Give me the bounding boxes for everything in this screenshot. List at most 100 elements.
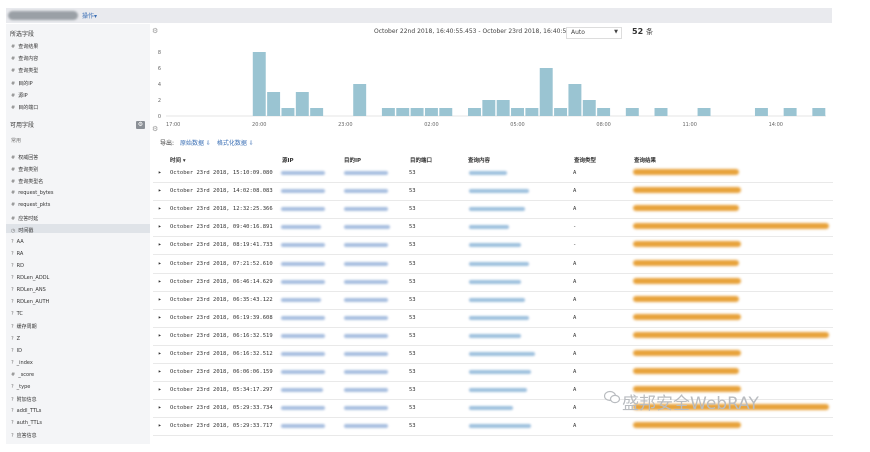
histogram-bar[interactable] <box>812 108 826 116</box>
table-row[interactable]: ▸ October 23rd 2018, 06:16:32.519 53 A <box>153 327 833 346</box>
expand-toggle-icon[interactable]: ▸ <box>158 404 162 412</box>
histogram-bar[interactable] <box>353 84 367 116</box>
field-item[interactable]: # 查询类型名 <box>11 178 43 185</box>
histogram-bar[interactable] <box>381 108 395 116</box>
field-item[interactable]: # 查询类别 <box>11 166 38 173</box>
histogram-bar[interactable] <box>754 108 768 116</box>
expand-toggle-icon[interactable]: ▸ <box>158 422 162 430</box>
field-item[interactable]: ? RDLen_ADDL <box>11 275 49 281</box>
expand-toggle-icon[interactable]: ▸ <box>158 295 162 303</box>
column-header[interactable]: 源IP <box>282 158 294 164</box>
histogram-bar[interactable] <box>310 108 324 116</box>
table-row[interactable]: ▸ October 23rd 2018, 12:32:25.366 53 A <box>153 200 833 220</box>
histogram-chart[interactable]: 0 2 4 6 8 17:00 20:00 23:00 02:00 05:00 08:00 11:00… <box>152 40 832 130</box>
chart-settings-icon[interactable]: ⚙ <box>152 27 159 35</box>
expand-toggle-icon[interactable]: ▸ <box>158 386 162 394</box>
histogram-bar[interactable] <box>267 92 281 116</box>
export-formatted-link[interactable]: 格式化数据 ⇩ <box>216 140 254 147</box>
histogram-bar[interactable] <box>554 108 568 116</box>
field-item[interactable]: ? Z <box>11 336 20 342</box>
field-item[interactable]: # 查询内容 <box>11 55 38 62</box>
histogram-bar[interactable] <box>568 84 582 116</box>
expand-toggle-icon[interactable]: ▸ <box>158 331 162 339</box>
field-item[interactable]: ? _type <box>11 384 30 390</box>
expand-toggle-icon[interactable]: ▸ <box>158 350 162 357</box>
table-row[interactable]: ▸ October 23rd 2018, 06:06:06.159 53 A <box>153 363 833 383</box>
expand-toggle-icon[interactable]: ▸ <box>158 187 162 195</box>
actions-menu[interactable]: 操作▾ <box>82 13 98 20</box>
table-row[interactable]: ▸ October 23rd 2018, 09:40:16.891 53 - <box>153 218 833 238</box>
field-item[interactable]: ? TC <box>11 311 23 317</box>
expand-toggle-icon[interactable]: ▸ <box>158 277 162 285</box>
table-row[interactable]: ▸ October 23rd 2018, 14:02:08.083 53 A <box>153 182 833 202</box>
expand-toggle-icon[interactable]: ▸ <box>158 368 162 376</box>
histogram-bar[interactable] <box>281 108 295 116</box>
histogram-bar[interactable] <box>295 92 309 116</box>
column-header[interactable]: 查询内容 <box>468 158 491 164</box>
expand-toggle-icon[interactable]: ▸ <box>158 241 162 249</box>
field-item[interactable]: ? 应答信息 <box>11 432 37 439</box>
field-item[interactable]: # 目的IP <box>11 80 33 87</box>
table-row[interactable]: ▸ October 23rd 2018, 06:19:39.608 53 A <box>153 309 833 328</box>
saved-search-name[interactable] <box>8 11 78 20</box>
table-row[interactable]: ▸ October 23rd 2018, 06:35:43.122 53 A <box>153 291 833 310</box>
table-row[interactable]: ▸ October 23rd 2018, 06:16:32.512 53 A <box>153 345 833 364</box>
field-item[interactable]: ◷ 时间戳 <box>11 227 33 234</box>
field-item[interactable]: ? AA <box>11 239 24 245</box>
field-item[interactable]: ? 缓存周期 <box>11 323 37 330</box>
field-item[interactable]: ? RDLen_ANS <box>11 287 46 293</box>
histogram-bar[interactable] <box>697 108 711 116</box>
histogram-bar[interactable] <box>496 100 510 116</box>
expand-toggle-icon[interactable]: ▸ <box>158 169 162 176</box>
field-item[interactable]: ? addl_TTLs <box>11 408 41 414</box>
field-settings-button[interactable]: ⚙ <box>136 121 145 129</box>
field-item[interactable]: ? _index <box>11 360 33 366</box>
histogram-bar[interactable] <box>252 52 266 116</box>
field-item[interactable]: # 查询类型 <box>11 67 38 74</box>
histogram-bar[interactable] <box>468 108 481 116</box>
histogram-bar[interactable] <box>625 108 639 116</box>
histogram-bar[interactable] <box>439 108 453 116</box>
histogram-bar[interactable] <box>783 108 797 116</box>
table-row[interactable]: ▸ October 23rd 2018, 05:34:17.297 53 A <box>153 381 833 401</box>
chart-options-icon[interactable]: ⚙ <box>152 125 159 133</box>
field-item[interactable]: # 目的端口 <box>11 104 38 111</box>
table-row[interactable]: ▸ October 23rd 2018, 15:10:09.080 53 A <box>153 164 833 183</box>
expand-toggle-icon[interactable]: ▸ <box>158 223 162 231</box>
export-raw-link[interactable]: 原始数据 ⇩ <box>179 140 211 147</box>
date-range[interactable]: October 22nd 2018, 16:40:55.453 - Octobe… <box>374 28 592 35</box>
field-item[interactable]: # _score <box>11 372 34 378</box>
expand-toggle-icon[interactable]: ▸ <box>158 259 162 267</box>
histogram-bar[interactable] <box>424 108 438 116</box>
field-item[interactable]: # 源IP <box>11 92 28 99</box>
field-item[interactable]: ? ID <box>11 348 22 354</box>
field-item[interactable]: ? auth_TTLs <box>11 420 42 426</box>
interval-select[interactable]: Auto ▼ <box>566 27 622 39</box>
column-header[interactable]: 时间 ▾ <box>170 158 186 164</box>
field-item[interactable]: ? RA <box>11 251 23 257</box>
field-item[interactable]: # 查询结果 <box>11 43 38 50</box>
field-item[interactable]: # 应答时延 <box>11 215 38 222</box>
histogram-bar[interactable] <box>525 108 539 116</box>
field-item[interactable]: ? RDLen_AUTH <box>11 299 49 305</box>
column-header[interactable]: 目的端口 <box>410 158 433 164</box>
table-row[interactable]: ▸ October 23rd 2018, 05:29:33.734 53 A <box>153 399 833 419</box>
field-item[interactable]: # request_pkts <box>11 202 50 208</box>
histogram-bar[interactable] <box>396 108 410 116</box>
expand-toggle-icon[interactable]: ▸ <box>158 313 162 321</box>
field-item[interactable]: # request_bytes <box>11 190 53 196</box>
field-item[interactable]: ? RD <box>11 263 24 269</box>
table-row[interactable]: ▸ October 23rd 2018, 06:46:14.629 53 A <box>153 273 833 292</box>
histogram-bar[interactable] <box>511 108 524 116</box>
table-row[interactable]: ▸ October 23rd 2018, 05:29:33.717 53 A <box>153 417 833 437</box>
histogram-bar[interactable] <box>597 108 611 116</box>
table-row[interactable]: ▸ October 23rd 2018, 08:19:41.733 53 - <box>153 236 833 256</box>
histogram-bar[interactable] <box>582 100 596 116</box>
histogram-bar[interactable] <box>410 108 424 116</box>
table-row[interactable]: ▸ October 23rd 2018, 07:21:52.610 53 A <box>153 255 833 274</box>
field-item[interactable]: # 权威回答 <box>11 154 38 161</box>
column-header[interactable]: 目的IP <box>344 158 362 164</box>
expand-toggle-icon[interactable]: ▸ <box>158 205 162 213</box>
field-item[interactable]: ? 附加信息 <box>11 396 37 403</box>
histogram-bar[interactable] <box>654 108 668 116</box>
